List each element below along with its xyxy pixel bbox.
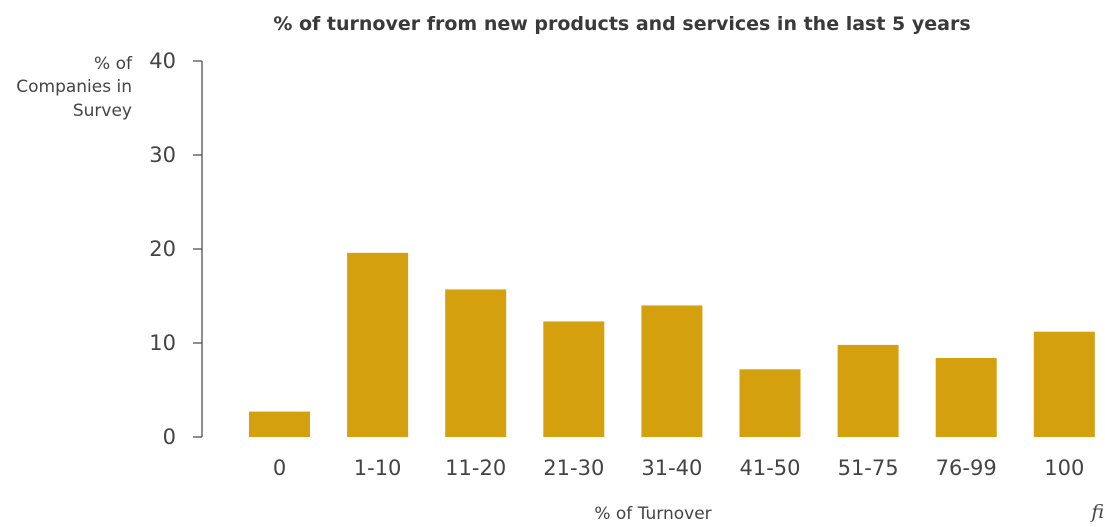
x-tick-label: 1-10	[354, 456, 402, 480]
y-axis-label-line-2: Companies in	[16, 77, 132, 97]
y-tick-label: 20	[149, 237, 176, 261]
bar-0	[249, 411, 310, 437]
corner-mark: fi	[1089, 501, 1104, 523]
x-tick-label: 51-75	[838, 456, 899, 480]
y-axis-label-line-3: Survey	[73, 101, 132, 121]
bar-11-20	[445, 289, 507, 437]
bar-21-30	[543, 321, 605, 437]
x-tick-label: 31-40	[641, 456, 702, 480]
bar-76-99	[935, 358, 997, 437]
bar-51-75	[837, 344, 899, 437]
y-tick-label: 0	[163, 425, 176, 449]
y-tick-label: 30	[149, 143, 176, 167]
x-tick-label: 100	[1044, 456, 1084, 480]
bar-31-40	[641, 305, 703, 437]
bar-100	[1033, 331, 1095, 437]
x-tick-label: 0	[273, 456, 286, 480]
y-tick-label: 10	[149, 331, 176, 355]
x-tick-label: 76-99	[936, 456, 997, 480]
x-axis-tick-labels: 0 1-10 11-20 21-30 31-40 41-50 51-75 76-99 100	[273, 456, 1085, 480]
x-tick-label: 21-30	[543, 456, 604, 480]
bars-group	[249, 252, 1095, 437]
y-axis-ticks: 0 10 20 30 40	[149, 49, 202, 449]
x-tick-label: 41-50	[739, 456, 800, 480]
y-axis-label-line-1: % of	[94, 54, 133, 74]
y-tick-label: 40	[149, 49, 176, 73]
bar-41-50	[739, 369, 801, 437]
bar-1-10	[347, 252, 409, 437]
chart-title: % of turnover from new products and serv…	[273, 13, 970, 35]
x-axis-label: % of Turnover	[594, 504, 711, 524]
x-tick-label: 11-20	[445, 456, 506, 480]
